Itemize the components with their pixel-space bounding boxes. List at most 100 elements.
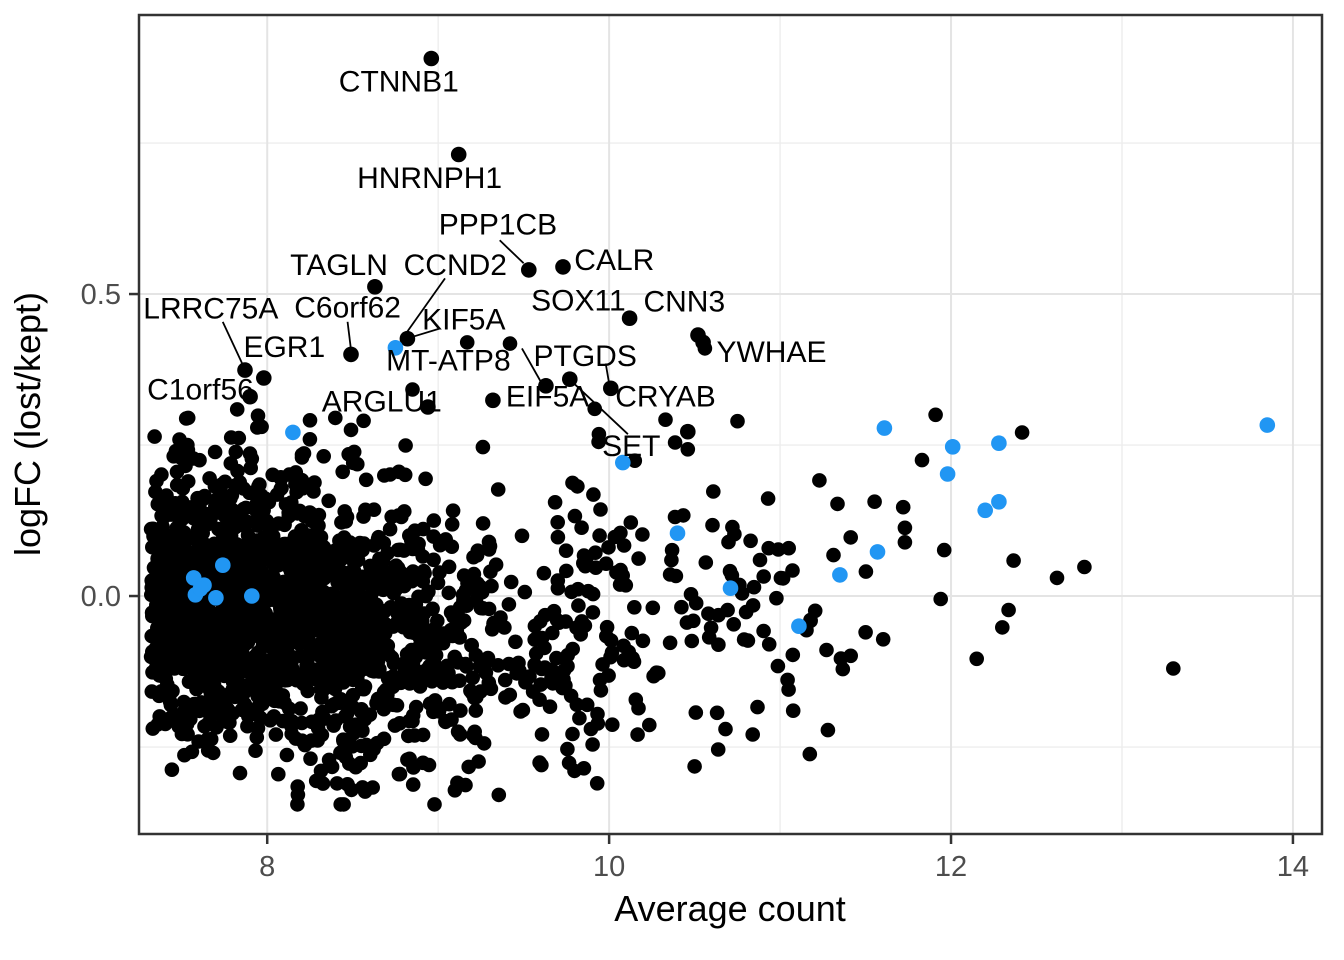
data-point bbox=[257, 632, 272, 648]
data-point bbox=[229, 402, 245, 417]
y-axis: 0.0 0.5 bbox=[81, 279, 138, 613]
data-point bbox=[371, 529, 386, 545]
data-point bbox=[684, 633, 700, 649]
data-point bbox=[738, 604, 754, 620]
data-point bbox=[803, 613, 818, 629]
data-point bbox=[192, 452, 207, 468]
data-point bbox=[460, 575, 476, 591]
gene-label: C1orf56 bbox=[147, 374, 254, 407]
data-point bbox=[359, 628, 374, 644]
data-point bbox=[1006, 553, 1021, 568]
panel-border bbox=[137, 13, 1324, 836]
data-point bbox=[329, 776, 345, 791]
data-point bbox=[307, 475, 322, 490]
data-point bbox=[550, 515, 565, 530]
data-point bbox=[370, 563, 385, 578]
data-point bbox=[339, 509, 355, 525]
data-point bbox=[192, 703, 207, 719]
data-point bbox=[254, 419, 269, 435]
data-point bbox=[843, 648, 858, 664]
data-point bbox=[328, 713, 344, 728]
data-point bbox=[536, 565, 552, 581]
data-point bbox=[458, 656, 473, 672]
data-point bbox=[534, 727, 550, 742]
data-point bbox=[756, 569, 771, 584]
data-point bbox=[280, 558, 295, 574]
data-point bbox=[785, 563, 800, 578]
data-point bbox=[542, 699, 558, 714]
data-point bbox=[156, 574, 171, 590]
data-point bbox=[558, 614, 573, 629]
data-point bbox=[556, 672, 571, 687]
data-point bbox=[226, 547, 241, 562]
data-point bbox=[277, 673, 293, 688]
data-point bbox=[445, 503, 461, 518]
data-point bbox=[418, 471, 433, 487]
data-point bbox=[203, 731, 219, 747]
gene-label: CCND2 bbox=[404, 249, 507, 282]
data-point bbox=[473, 684, 488, 699]
data-point bbox=[785, 703, 801, 718]
data-point bbox=[734, 586, 750, 601]
data-point bbox=[571, 598, 586, 613]
data-point bbox=[743, 533, 758, 549]
data-point bbox=[277, 695, 292, 711]
data-point bbox=[172, 590, 187, 605]
gene-label: CTNNB1 bbox=[339, 65, 459, 98]
highlight-point bbox=[944, 439, 961, 455]
gene-label: KIF5A bbox=[422, 303, 505, 336]
data-point bbox=[396, 543, 412, 558]
data-point bbox=[198, 506, 214, 522]
data-point bbox=[475, 516, 491, 531]
data-point bbox=[283, 599, 299, 614]
data-point bbox=[843, 530, 858, 545]
data-point bbox=[773, 570, 789, 586]
data-point bbox=[572, 710, 587, 726]
data-point bbox=[534, 757, 549, 773]
data-point bbox=[616, 538, 632, 553]
data-point bbox=[627, 453, 643, 469]
data-point bbox=[453, 703, 468, 718]
data-point bbox=[443, 605, 459, 620]
data-point bbox=[377, 619, 392, 635]
data-point bbox=[537, 640, 552, 656]
data-point bbox=[435, 635, 451, 651]
highlight-point bbox=[832, 567, 848, 583]
labeled-data-point bbox=[555, 259, 571, 275]
data-point bbox=[598, 556, 614, 571]
data-point bbox=[472, 659, 488, 674]
data-point bbox=[667, 509, 683, 525]
gene-label: PPP1CB bbox=[439, 209, 557, 242]
gene-label: TAGLN bbox=[290, 249, 388, 282]
data-point bbox=[336, 530, 352, 545]
data-point bbox=[250, 408, 266, 424]
data-point bbox=[149, 473, 164, 489]
data-point bbox=[228, 444, 244, 460]
gene-label: SOX11 bbox=[531, 285, 626, 318]
data-point bbox=[259, 513, 275, 529]
data-point bbox=[585, 586, 601, 602]
data-point bbox=[662, 635, 678, 651]
data-point bbox=[585, 605, 601, 620]
data-point bbox=[161, 562, 176, 578]
data-point bbox=[246, 548, 262, 563]
data-point bbox=[158, 716, 173, 732]
data-point bbox=[858, 625, 873, 640]
labeled-data-point bbox=[423, 50, 440, 67]
y-axis-title: logFC (lost/kept) bbox=[7, 292, 48, 556]
data-point bbox=[362, 646, 377, 662]
data-point bbox=[464, 637, 480, 653]
data-point bbox=[203, 541, 218, 557]
data-point bbox=[565, 726, 580, 742]
data-point bbox=[356, 509, 371, 524]
data-point bbox=[215, 697, 231, 712]
data-point bbox=[760, 491, 776, 506]
data-point bbox=[674, 599, 689, 615]
highlight-point bbox=[991, 435, 1007, 452]
data-point bbox=[501, 656, 517, 672]
data-point bbox=[345, 687, 361, 703]
data-point bbox=[895, 499, 911, 515]
data-point bbox=[293, 701, 308, 716]
data-point bbox=[202, 471, 217, 486]
data-point bbox=[266, 709, 282, 724]
